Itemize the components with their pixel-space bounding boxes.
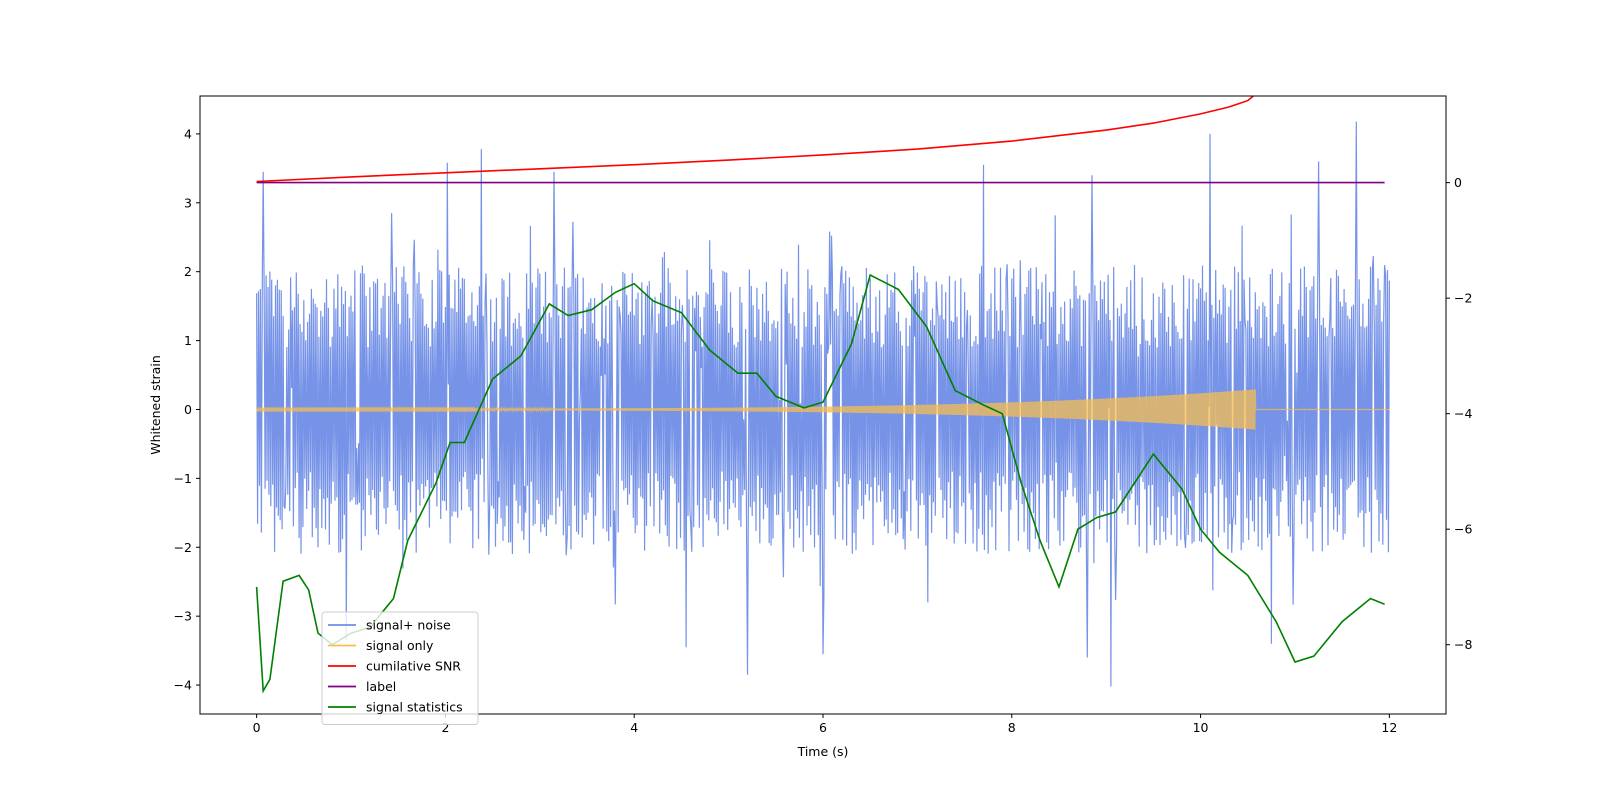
y-tick-label: 2 xyxy=(184,264,192,279)
y-axis-right: −8 −6 −4 −2 0 xyxy=(1446,175,1472,652)
legend-label: signal only xyxy=(366,638,434,653)
series-signal-noise xyxy=(256,121,1391,687)
y-tick-label: 3 xyxy=(184,195,192,210)
x-tick-label: 12 xyxy=(1381,720,1397,735)
y-tick-label: 0 xyxy=(184,402,192,417)
series-layer xyxy=(255,96,1391,694)
legend: signal+ noise signal only cumilative SNR la… xyxy=(321,611,479,725)
x-tick-label: 2 xyxy=(441,720,449,735)
y2-tick-label: −2 xyxy=(1454,291,1472,306)
x-tick-label: 6 xyxy=(819,720,827,735)
y-tick-label: 4 xyxy=(184,126,192,141)
y-tick-label: 1 xyxy=(184,333,192,348)
x-tick-label: 8 xyxy=(1008,720,1016,735)
y2-tick-label: −8 xyxy=(1454,637,1472,652)
y2-tick-label: 0 xyxy=(1454,175,1462,190)
x-tick-label: 10 xyxy=(1193,720,1209,735)
y-tick-label: −4 xyxy=(174,678,192,693)
y2-tick-label: −4 xyxy=(1454,406,1472,421)
series-cumulative-snr xyxy=(256,96,1255,183)
legend-label: signal+ noise xyxy=(366,618,451,633)
legend-label: cumilative SNR xyxy=(366,659,461,674)
x-tick-label: 4 xyxy=(630,720,638,735)
legend-label: signal statistics xyxy=(366,700,463,715)
y2-tick-label: −6 xyxy=(1454,522,1472,537)
y-tick-label: −3 xyxy=(174,609,192,624)
series-signal-only xyxy=(256,389,1390,430)
x-tick-label: 0 xyxy=(253,720,261,735)
y-axis-label: Whitened strain xyxy=(148,355,163,454)
y-tick-label: −2 xyxy=(174,540,192,555)
x-axis-label: Time (s) xyxy=(797,744,849,759)
y-axis-left: −4 −3 −2 −1 0 1 2 3 4 xyxy=(174,126,200,693)
legend-label: label xyxy=(366,679,396,694)
legend-box xyxy=(321,611,479,725)
y-tick-label: −1 xyxy=(174,471,192,486)
